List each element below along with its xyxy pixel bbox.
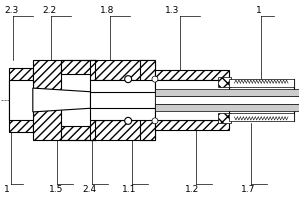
- Bar: [230, 113, 294, 121]
- Bar: [61, 126, 95, 140]
- Circle shape: [125, 76, 132, 83]
- Bar: [140, 115, 155, 140]
- Text: 2.2: 2.2: [43, 6, 57, 15]
- Bar: [140, 60, 155, 85]
- Polygon shape: [33, 88, 95, 112]
- Bar: [90, 80, 155, 120]
- Text: 1.7: 1.7: [242, 185, 256, 194]
- Bar: [230, 79, 294, 87]
- Bar: [218, 113, 231, 123]
- Bar: [155, 89, 299, 96]
- Bar: [61, 60, 95, 74]
- Bar: [218, 77, 231, 87]
- Bar: [90, 120, 155, 140]
- Text: 2.4: 2.4: [82, 185, 97, 194]
- Bar: [155, 120, 230, 130]
- Text: 1.2: 1.2: [185, 185, 199, 194]
- Bar: [155, 104, 299, 111]
- Text: 1: 1: [256, 6, 262, 15]
- Text: 1.3: 1.3: [165, 6, 179, 15]
- Bar: [90, 60, 155, 80]
- Bar: [155, 80, 230, 120]
- Circle shape: [152, 76, 158, 82]
- Text: 1.1: 1.1: [122, 185, 136, 194]
- Circle shape: [152, 118, 158, 124]
- Bar: [90, 92, 155, 108]
- Bar: [9, 80, 33, 120]
- Text: 2.3: 2.3: [4, 6, 18, 15]
- Circle shape: [125, 117, 132, 124]
- Polygon shape: [9, 68, 33, 132]
- Bar: [155, 96, 299, 104]
- Text: 1: 1: [4, 185, 10, 194]
- Text: 1.8: 1.8: [100, 6, 115, 15]
- Text: 1.5: 1.5: [49, 185, 63, 194]
- Polygon shape: [33, 60, 61, 140]
- Bar: [155, 70, 230, 80]
